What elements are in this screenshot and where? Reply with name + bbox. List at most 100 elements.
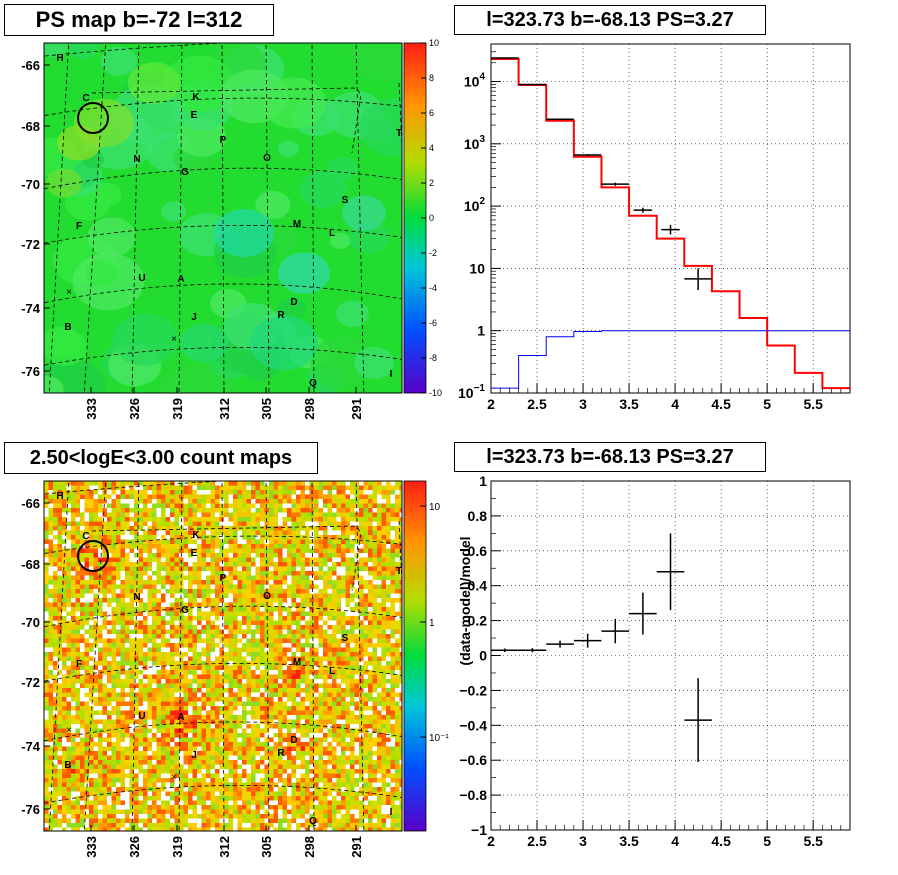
source-label-F: F — [76, 221, 82, 232]
y-tick-label: -68 — [21, 119, 40, 134]
cross-marker: × — [171, 772, 177, 783]
heat-blob — [354, 347, 394, 379]
colorbar-tick-label: -8 — [429, 353, 437, 363]
x-tick-label: 333 — [84, 398, 99, 420]
y-tick-label: −0.2 — [459, 682, 487, 698]
source-label-J: J — [191, 312, 197, 323]
spectrum-data-point — [661, 224, 680, 235]
residual-point — [601, 618, 630, 644]
cross-marker: × — [66, 287, 72, 298]
residual-point — [656, 533, 685, 611]
source-label-C: C — [82, 93, 89, 104]
heat-blob — [365, 118, 394, 141]
source-label-N: N — [133, 592, 140, 603]
heat-blob — [277, 297, 306, 321]
x-tick-label: 326 — [127, 836, 142, 858]
cross-marker: × — [171, 334, 177, 345]
x-tick-label: 319 — [170, 398, 185, 420]
x-tick-label: 305 — [259, 836, 274, 858]
heat-blob — [299, 170, 347, 208]
y-tick-label: 1 — [477, 323, 485, 339]
x-tick-label: 2.5 — [527, 396, 547, 412]
source-label-O: O — [263, 153, 271, 164]
source-label-R: R — [277, 748, 285, 759]
x-tick-label: 5.5 — [803, 396, 823, 412]
source-label-C: C — [82, 531, 89, 542]
source-label-L: L — [329, 666, 335, 677]
colorbar-tick-label: 0 — [429, 213, 434, 223]
source-label-H: H — [56, 491, 63, 502]
y-tick-label: -68 — [21, 557, 40, 572]
heat-blob — [128, 62, 180, 104]
x-tick-label: 4 — [671, 396, 679, 412]
source-label-O: O — [263, 591, 271, 602]
source-label-T: T — [396, 566, 402, 577]
source-label-F: F — [76, 659, 82, 670]
x-tick-label: 3.5 — [619, 396, 639, 412]
source-label-A: A — [177, 274, 184, 285]
spectrum-data-point — [684, 268, 712, 291]
y-tick-label: 1 — [479, 473, 487, 489]
colorbar-tick-label: 10 — [429, 502, 441, 513]
colorbar-tick-label: 10 — [429, 38, 439, 48]
x-tick-label: 5 — [763, 396, 771, 412]
count-map-title: 2.50<logE<3.00 count maps — [4, 442, 318, 474]
spectrum-series-ps-component — [491, 330, 850, 389]
y-tick-label: −1 — [471, 822, 487, 838]
count-pixels — [44, 481, 402, 831]
colorbar-tick-label: 6 — [429, 108, 434, 118]
y-tick-label: 0.6 — [468, 543, 488, 559]
spectrum-series-model — [491, 57, 850, 390]
source-label-P: P — [220, 135, 227, 146]
y-tick-label: 0.4 — [468, 578, 488, 594]
heat-blob — [87, 217, 136, 257]
heat-blob — [277, 140, 299, 158]
colorbar-tick-label: -10 — [429, 388, 442, 398]
y-tick-label: -70 — [21, 177, 40, 192]
x-tick-label: 298 — [302, 398, 317, 420]
x-tick-label: 312 — [217, 398, 232, 420]
source-label-E: E — [191, 110, 198, 121]
heat-blob — [67, 43, 99, 60]
heat-blob — [278, 252, 330, 294]
ps-map-heat — [44, 43, 402, 393]
x-tick-label: 326 — [127, 398, 142, 420]
y-tick-label: -70 — [21, 615, 40, 630]
source-label-K: K — [192, 92, 200, 103]
y-tick-label: 0 — [479, 648, 487, 664]
y-tick-label: 103 — [464, 134, 486, 152]
x-tick-label: 4.5 — [711, 396, 731, 412]
colorbar-tick-label: 10⁻¹ — [429, 733, 449, 744]
residual-panel: 2 2.5 3 3.5 4 4.5 5 5.5 1 0.8 0.6 0.4 0.2 0 −0.2 −0.4 −0… — [457, 473, 851, 849]
colorbar-tick-label: 8 — [429, 73, 434, 83]
spectrum-data-point — [633, 207, 653, 213]
x-tick-label: 4.5 — [711, 833, 731, 849]
heat-blob — [46, 168, 82, 198]
heat-blob — [57, 125, 101, 161]
source-label-D: D — [290, 735, 297, 746]
source-label-M: M — [293, 657, 301, 668]
heat-blob — [162, 55, 235, 113]
source-label-B: B — [64, 760, 71, 771]
heat-blob — [250, 315, 318, 371]
x-tick-label: 298 — [302, 836, 317, 858]
x-tick-label: 2 — [487, 833, 495, 849]
x-tick-label: 2.5 — [527, 833, 547, 849]
source-label-I: I — [390, 807, 393, 818]
heat-blob — [335, 300, 369, 328]
selected-source-circle — [77, 540, 109, 572]
x-tick-label: 3.5 — [619, 833, 639, 849]
x-tick-label: 305 — [259, 398, 274, 420]
y-tick-label: -72 — [21, 237, 40, 252]
source-label-I: I — [390, 369, 393, 380]
source-label-T: T — [396, 128, 402, 139]
spectrum-data-point — [546, 118, 574, 120]
heat-blob — [330, 232, 351, 249]
selected-source-circle — [77, 102, 109, 134]
source-label-D: D — [290, 297, 297, 308]
ps-map-title: PS map b=-72 l=312 — [4, 4, 274, 36]
residual-point — [629, 592, 657, 635]
spectrum-frame — [490, 43, 851, 394]
source-label-A: A — [177, 712, 184, 723]
y-tick-label: -76 — [21, 802, 40, 817]
